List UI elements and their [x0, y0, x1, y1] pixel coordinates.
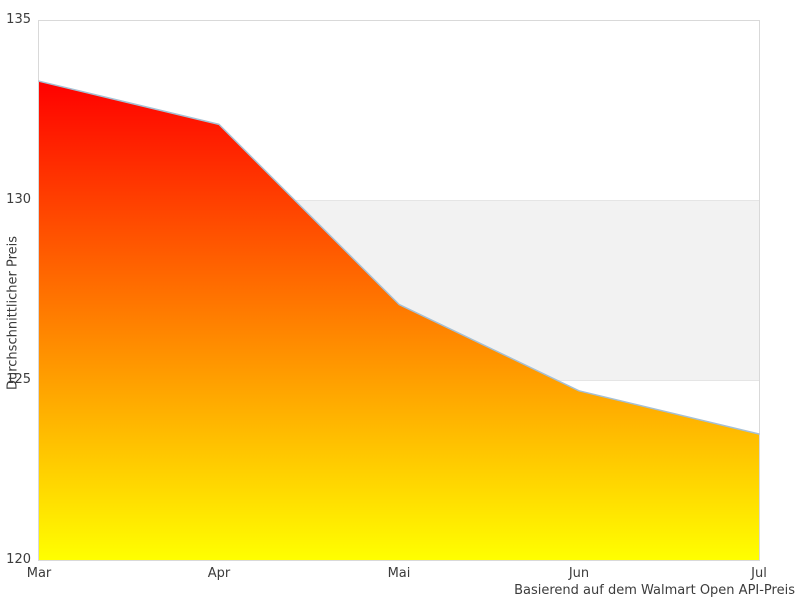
- x-tick-label: Apr: [207, 566, 231, 581]
- plot-border: [38, 20, 760, 561]
- price-area-fill: [39, 81, 759, 560]
- x-tick-label: Mar: [26, 566, 52, 581]
- y-tick-label: 130: [6, 192, 31, 207]
- x-tick-label: Mai: [387, 566, 411, 581]
- y-tick-label: 125: [6, 372, 31, 387]
- y-tick-label: 135: [6, 12, 31, 27]
- x-tick-label: Jul: [751, 566, 767, 581]
- x-tick-label: Jun: [568, 566, 590, 581]
- chart-caption: Basierend auf dem Walmart Open API-Preis: [514, 583, 795, 598]
- price-line: [38, 80, 760, 435]
- y-axis-title: Durchschnittlicher Preis: [5, 235, 21, 391]
- y-tick-label: 120: [6, 552, 31, 567]
